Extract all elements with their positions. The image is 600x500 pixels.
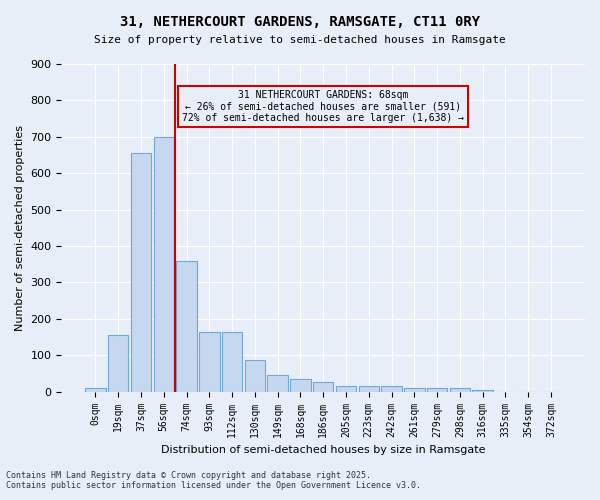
Bar — [449, 388, 470, 392]
Bar — [154, 137, 174, 392]
Bar — [427, 388, 448, 392]
Bar — [176, 260, 197, 392]
Text: Contains HM Land Registry data © Crown copyright and database right 2025.
Contai: Contains HM Land Registry data © Crown c… — [6, 470, 421, 490]
Bar — [268, 374, 288, 392]
Bar — [108, 336, 128, 392]
Bar — [313, 382, 334, 392]
Bar — [472, 390, 493, 392]
Bar — [336, 386, 356, 392]
Bar — [222, 332, 242, 392]
Bar — [85, 388, 106, 392]
X-axis label: Distribution of semi-detached houses by size in Ramsgate: Distribution of semi-detached houses by … — [161, 445, 485, 455]
Bar — [290, 379, 311, 392]
Bar — [131, 153, 151, 392]
Bar — [245, 360, 265, 392]
Bar — [199, 332, 220, 392]
Text: 31, NETHERCOURT GARDENS, RAMSGATE, CT11 0RY: 31, NETHERCOURT GARDENS, RAMSGATE, CT11 … — [120, 15, 480, 29]
Y-axis label: Number of semi-detached properties: Number of semi-detached properties — [15, 125, 25, 331]
Text: Size of property relative to semi-detached houses in Ramsgate: Size of property relative to semi-detach… — [94, 35, 506, 45]
Text: 31 NETHERCOURT GARDENS: 68sqm
← 26% of semi-detached houses are smaller (591)
72: 31 NETHERCOURT GARDENS: 68sqm ← 26% of s… — [182, 90, 464, 124]
Bar — [381, 386, 402, 392]
Bar — [359, 386, 379, 392]
Bar — [404, 388, 425, 392]
